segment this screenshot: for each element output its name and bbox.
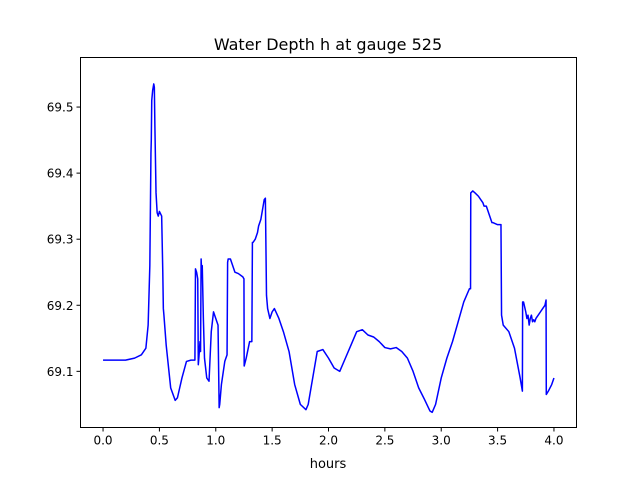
series-line-0 xyxy=(103,83,555,414)
x-axis-label: hours xyxy=(310,457,347,472)
x-tick-label: 3.5 xyxy=(488,434,507,448)
x-tick-label: 0.5 xyxy=(150,434,169,448)
y-tick-label: 69.1 xyxy=(47,365,74,379)
y-tick-label: 69.5 xyxy=(47,101,74,115)
y-tick-label: 69.2 xyxy=(47,299,74,313)
x-tick-label: 1.0 xyxy=(206,434,225,448)
y-tick-label: 69.3 xyxy=(47,233,74,247)
x-tick-label: 1.5 xyxy=(263,434,282,448)
y-tick-label: 69.4 xyxy=(47,167,74,181)
x-tick-label: 3.0 xyxy=(432,434,451,448)
x-tick-label: 2.5 xyxy=(375,434,394,448)
x-tick-label: 4.0 xyxy=(544,434,563,448)
x-tick-label: 0.0 xyxy=(93,434,112,448)
x-axis: 0.0 0.5 1.0 1.5 2.0 2.5 3.0 3.5 4.0 xyxy=(93,427,564,448)
plot-layer xyxy=(103,83,555,414)
chart-title: Water Depth h at gauge 525 xyxy=(214,35,442,54)
x-tick-label: 2.0 xyxy=(319,434,338,448)
y-axis: 69.1 69.2 69.3 69.4 69.5 xyxy=(47,101,81,379)
